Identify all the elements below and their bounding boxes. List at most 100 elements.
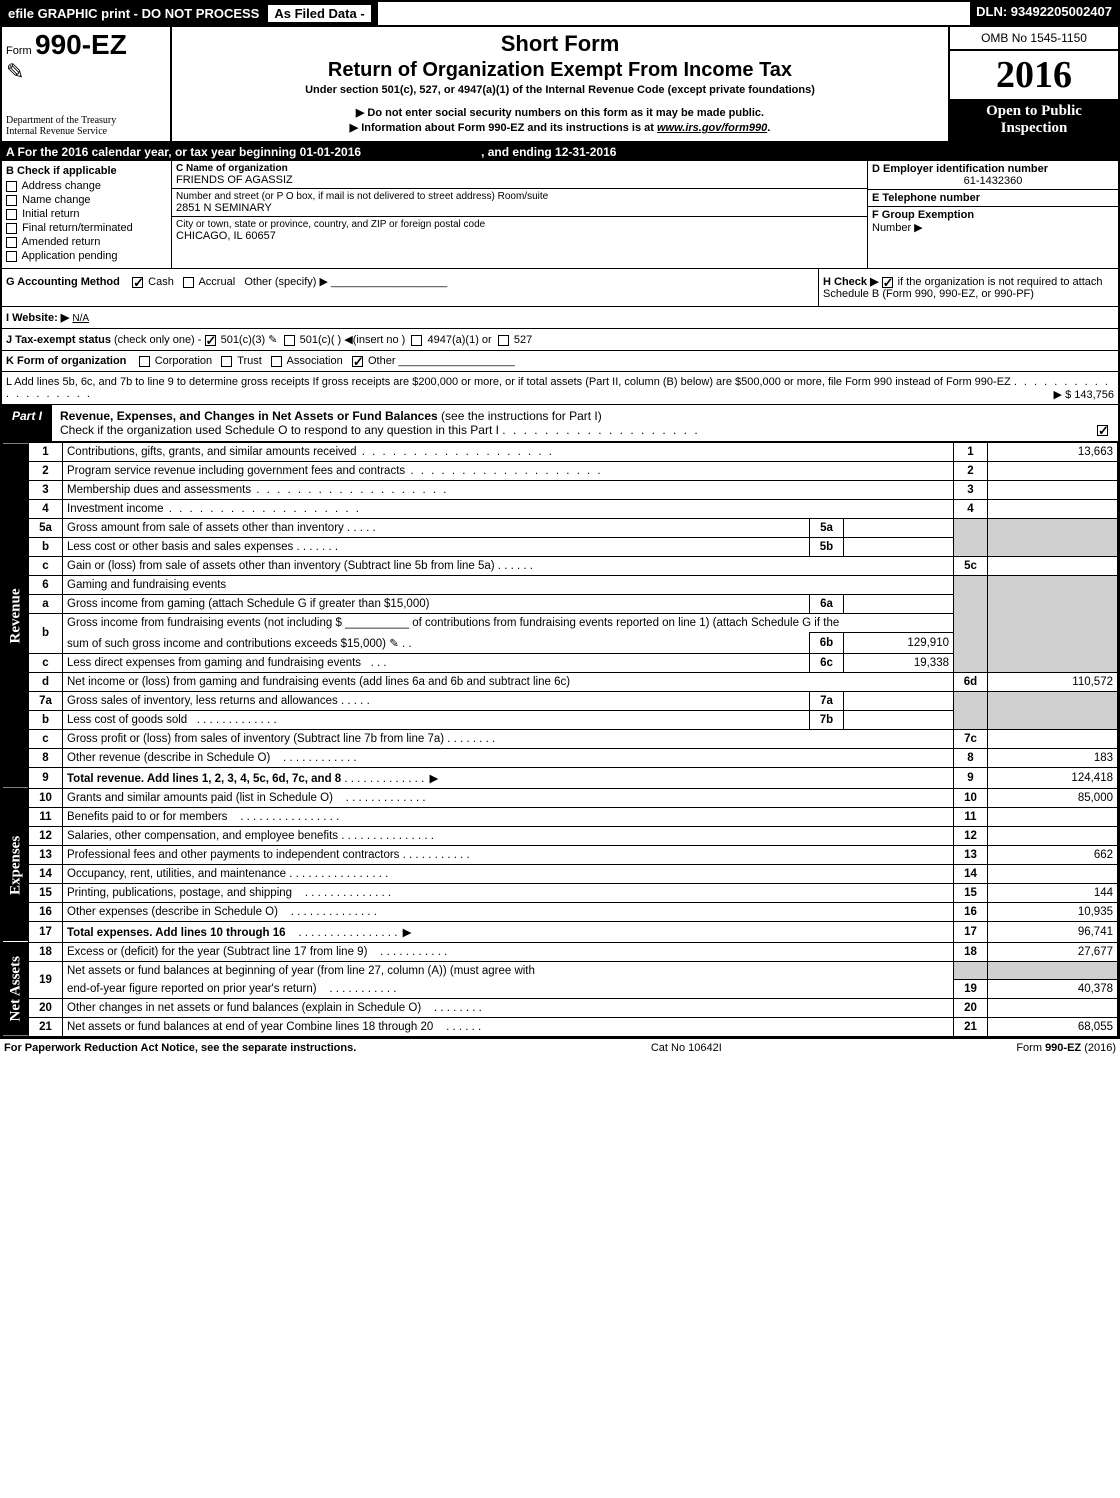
org-street-label: Number and street (or P O box, if mail i…: [176, 191, 863, 202]
irs-link[interactable]: www.irs.gov/form990: [657, 122, 767, 134]
col-c-org-info: C Name of organization FRIENDS OF AGASSI…: [172, 161, 868, 268]
footer-left: For Paperwork Reduction Act Notice, see …: [4, 1042, 356, 1054]
row-i-website: I Website: ▶ N/A: [2, 307, 1118, 329]
ein-label: D Employer identification number: [872, 163, 1114, 175]
open-line2: Inspection: [954, 120, 1114, 137]
i-label: I Website: ▶: [6, 312, 69, 324]
phone-block: E Telephone number: [868, 190, 1118, 207]
cb-initial-return[interactable]: Initial return: [6, 208, 167, 220]
header-right: OMB No 1545-1150 2016 Open to Public Ins…: [948, 27, 1118, 141]
line-5c: c Gain or (loss) from sale of assets oth…: [3, 557, 1118, 576]
org-street: 2851 N SEMINARY: [176, 202, 863, 214]
footer-mid: Cat No 10642I: [651, 1042, 722, 1054]
line-7c: c Gross profit or (loss) from sales of i…: [3, 729, 1118, 748]
row-k-org-form: K Form of organization Corporation Trust…: [2, 351, 1118, 372]
page-footer: For Paperwork Reduction Act Notice, see …: [0, 1039, 1120, 1057]
cb-trust[interactable]: [221, 356, 232, 367]
dept-line1: Department of the Treasury: [6, 115, 166, 126]
line-6c: c Less direct expenses from gaming and f…: [3, 653, 1118, 672]
instruction-link: ▶ Information about Form 990-EZ and its …: [180, 121, 940, 134]
org-name-block: C Name of organization FRIENDS OF AGASSI…: [172, 161, 867, 189]
cb-501c3[interactable]: [205, 335, 216, 346]
l-text: L Add lines 5b, 6c, and 7b to line 9 to …: [6, 376, 1011, 388]
row-j-tax-exempt: J Tax-exempt status (check only one) - 5…: [2, 329, 1118, 351]
line-12: 12 Salaries, other compensation, and emp…: [3, 826, 1118, 845]
cb-527[interactable]: [498, 335, 509, 346]
line-21: 21 Net assets or fund balances at end of…: [3, 1018, 1118, 1037]
k-label: K Form of organization: [6, 355, 126, 367]
col-d-ids: D Employer identification number 61-1432…: [868, 161, 1118, 268]
side-revenue: Revenue: [3, 443, 29, 789]
row-a-tax-year: A For the 2016 calendar year, or tax yea…: [2, 143, 1118, 161]
under-section: Under section 501(c), 527, or 4947(a)(1)…: [180, 84, 940, 96]
line-1: Revenue 1 Contributions, gifts, grants, …: [3, 443, 1118, 462]
cb-4947[interactable]: [411, 335, 422, 346]
form-990ez: efile GRAPHIC print - DO NOT PROCESS As …: [0, 0, 1120, 1039]
cb-address-change[interactable]: Address change: [6, 180, 167, 192]
line-17: 17 Total expenses. Add lines 10 through …: [3, 921, 1118, 942]
line-2: 2 Program service revenue including gove…: [3, 462, 1118, 481]
i-val: N/A: [72, 313, 89, 324]
dln: DLN: 93492205002407: [970, 2, 1118, 25]
cb-h[interactable]: [882, 277, 893, 288]
line-13: 13 Professional fees and other payments …: [3, 845, 1118, 864]
line-6b-2: sum of such gross income and contributio…: [3, 633, 1118, 654]
line-6: 6 Gaming and fundraising events: [3, 576, 1118, 595]
line-11: 11 Benefits paid to or for members . . .…: [3, 807, 1118, 826]
line-14: 14 Occupancy, rent, utilities, and maint…: [3, 864, 1118, 883]
line-18: Net Assets 18 Excess or (deficit) for th…: [3, 942, 1118, 961]
row-a-right: , and ending 12-31-2016: [481, 145, 616, 159]
open-line1: Open to Public: [954, 103, 1114, 120]
col-b-checkboxes: B Check if applicable Address change Nam…: [2, 161, 172, 268]
line-8: 8 Other revenue (describe in Schedule O)…: [3, 748, 1118, 767]
header-center: Short Form Return of Organization Exempt…: [172, 27, 948, 141]
section-bcd: B Check if applicable Address change Nam…: [2, 161, 1118, 269]
line-7a: 7a Gross sales of inventory, less return…: [3, 691, 1118, 710]
j-text: (check only one) -: [114, 334, 201, 346]
h-label: H Check ▶: [823, 276, 879, 288]
line-4: 4 Investment income 4: [3, 500, 1118, 519]
part1-table: Revenue 1 Contributions, gifts, grants, …: [2, 442, 1118, 1037]
side-net-assets: Net Assets: [3, 942, 29, 1037]
part1-title-bold: Revenue, Expenses, and Changes in Net As…: [60, 409, 438, 423]
part1-title-rest: (see the instructions for Part I): [441, 409, 602, 423]
line-20: 20 Other changes in net assets or fund b…: [3, 999, 1118, 1018]
efile-text: efile GRAPHIC print - DO NOT PROCESS: [8, 6, 259, 21]
cb-corporation[interactable]: [139, 356, 150, 367]
omb-number: OMB No 1545-1150: [950, 27, 1118, 51]
cb-application-pending[interactable]: Application pending: [6, 250, 167, 262]
efile-label: efile GRAPHIC print - DO NOT PROCESS As …: [2, 2, 378, 25]
return-title: Return of Organization Exempt From Incom…: [180, 59, 940, 82]
instr2-post: .: [767, 122, 770, 134]
cb-association[interactable]: [271, 356, 282, 367]
cb-cash[interactable]: [132, 277, 143, 288]
part1-check-text: Check if the organization used Schedule …: [60, 423, 499, 437]
row-l-gross-receipts: L Add lines 5b, 6c, and 7b to line 9 to …: [2, 372, 1118, 405]
cb-final-return[interactable]: Final return/terminated: [6, 222, 167, 234]
line-9: 9 Total revenue. Add lines 1, 2, 3, 4, 5…: [3, 767, 1118, 788]
cb-other-org[interactable]: [352, 356, 363, 367]
form-header: Form 990-EZ ✎ Department of the Treasury…: [2, 27, 1118, 143]
cb-accrual[interactable]: [183, 277, 194, 288]
org-name: FRIENDS OF AGASSIZ: [176, 174, 863, 186]
l-amount: ▶ $ 143,756: [1054, 388, 1114, 401]
line-15: 15 Printing, publications, postage, and …: [3, 883, 1118, 902]
cb-amended-return[interactable]: Amended return: [6, 236, 167, 248]
instr2-pre: ▶ Information about Form 990-EZ and its …: [350, 122, 657, 134]
side-expenses: Expenses: [3, 788, 29, 942]
ein-block: D Employer identification number 61-1432…: [868, 161, 1118, 190]
form-prefix: Form: [6, 45, 32, 57]
cb-501c[interactable]: [284, 335, 295, 346]
instruction-ssn: ▶ Do not enter social security numbers o…: [180, 106, 940, 119]
line-5a: 5a Gross amount from sale of assets othe…: [3, 519, 1118, 538]
part1-header: Part I Revenue, Expenses, and Changes in…: [2, 405, 1118, 442]
group-exemption-block: F Group Exemption Number ▶: [868, 207, 1118, 236]
group-exemption-label: F Group Exemption: [872, 209, 1114, 221]
ein-value: 61-1432360: [872, 175, 1114, 187]
org-name-label: C Name of organization: [176, 163, 863, 174]
phone-label: E Telephone number: [872, 192, 1114, 204]
col-b-title: B Check if applicable: [6, 165, 167, 177]
j-label: J Tax-exempt status: [6, 334, 111, 346]
cb-name-change[interactable]: Name change: [6, 194, 167, 206]
cb-schedule-o[interactable]: [1097, 425, 1108, 436]
